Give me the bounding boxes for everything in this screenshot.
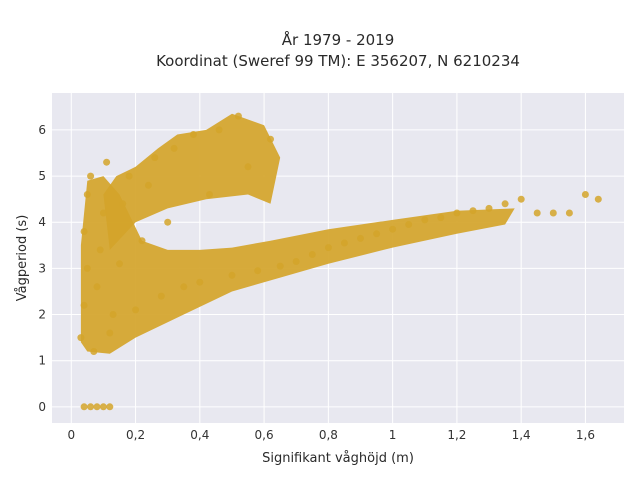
y-tick-label: 3 (38, 261, 46, 275)
scatter-point (106, 403, 114, 411)
scatter-point (206, 191, 213, 198)
y-tick-label: 6 (38, 123, 46, 137)
scatter-point (228, 271, 236, 279)
scatter-point (96, 246, 104, 254)
scatter-point (324, 244, 332, 252)
scatter-point (77, 334, 85, 342)
y-tick-label: 4 (38, 215, 46, 229)
scatter-point (469, 207, 477, 215)
scatter-point (244, 163, 252, 171)
scatter-point (132, 306, 140, 314)
scatter-point (109, 311, 117, 318)
point-cloud-main (80, 176, 515, 354)
y-tick-label: 5 (38, 169, 46, 183)
scatter-point (501, 200, 509, 208)
y-tick-label: 1 (38, 354, 46, 368)
scatter-point (234, 112, 242, 120)
points-layer (77, 112, 602, 411)
scatter-point (106, 329, 114, 337)
scatter-point (215, 126, 223, 134)
x-tick-label: 1,6 (576, 428, 595, 442)
x-tick-label: 0 (67, 428, 75, 442)
scatter-point (164, 218, 172, 226)
scatter-point (267, 135, 274, 143)
scatter-point (549, 209, 557, 217)
x-tick-label: 1,4 (512, 428, 531, 442)
scatter-point (453, 209, 461, 217)
scatter-point (99, 209, 107, 217)
x-tick-label: 0,4 (190, 428, 209, 442)
scatter-point (340, 239, 348, 247)
scatter-point (405, 221, 413, 228)
x-tick-label: 1,2 (447, 428, 466, 442)
scatter-point (125, 172, 133, 180)
scatter-point (170, 144, 178, 152)
y-axis-label: Vågperiod (s) (15, 215, 30, 302)
scatter-point (93, 403, 101, 411)
scatter-point (485, 204, 493, 212)
scatter-point (254, 267, 262, 275)
scatter-point (93, 283, 101, 291)
scatter-point (90, 348, 98, 355)
scatter-point (103, 158, 111, 166)
x-tick-labels: 0 0,2 0,4 0,6 0,8 1 1,2 1,4 1,6 (67, 428, 595, 442)
x-tick-label: 1 (389, 428, 397, 442)
scatter-point (119, 200, 127, 208)
scatter-point (189, 131, 197, 138)
scatter-point (144, 181, 152, 189)
chart-title-line-2: Koordinat (Sweref 99 TM): E 356207, N 62… (156, 52, 520, 70)
scatter-point (533, 209, 541, 217)
scatter-point (157, 292, 165, 300)
scatter-point (83, 191, 91, 198)
scatter-point (581, 191, 589, 198)
scatter-point (80, 228, 88, 235)
scatter-point (116, 260, 123, 268)
scatter-point (138, 237, 146, 245)
scatter-point (180, 283, 188, 291)
scatter-point (421, 216, 429, 224)
scatter-point (87, 403, 95, 411)
y-tick-label: 0 (38, 400, 46, 414)
scatter-point (99, 403, 107, 411)
scatter-point (565, 209, 573, 217)
y-tick-labels: 0 1 2 3 4 5 6 (38, 123, 46, 414)
x-tick-label: 0,8 (319, 428, 338, 442)
scatter-point (373, 230, 381, 238)
scatter-point (308, 251, 316, 258)
scatter-point (87, 172, 95, 180)
scatter-point (357, 234, 364, 242)
scatter-point (389, 225, 397, 233)
scatter-point (594, 195, 602, 203)
scatter-point (151, 154, 159, 162)
x-tick-label: 0,2 (126, 428, 145, 442)
scatter-point (437, 214, 445, 222)
scatter-point (83, 264, 91, 272)
scatter-point (196, 278, 204, 286)
point-cloud-upper (103, 113, 281, 250)
scatter-point (276, 262, 284, 270)
x-axis-label: Signifikant våghöjd (m) (262, 451, 414, 466)
y-tick-label: 2 (38, 308, 46, 322)
chart-title-line-1: År 1979 - 2019 (282, 30, 395, 49)
scatter-point (517, 195, 525, 203)
scatter-point (80, 301, 88, 309)
x-tick-label: 0,6 (255, 428, 274, 442)
point-density-layer (80, 113, 515, 354)
scatter-point (292, 258, 300, 265)
scatter-point (80, 403, 88, 411)
